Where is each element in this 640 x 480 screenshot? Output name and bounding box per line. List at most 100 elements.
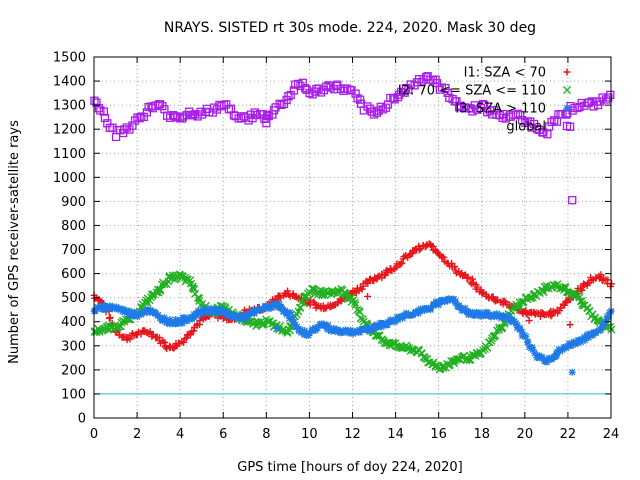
series-global-point [135, 114, 144, 123]
series-global-point [173, 112, 182, 122]
series-global-point [547, 117, 556, 127]
series-i3-point [567, 342, 575, 350]
series-i3-point [160, 314, 168, 322]
series-i2-point [195, 294, 204, 303]
series-i3-point [180, 314, 188, 322]
series-i3-point [158, 317, 166, 325]
series-global-point [490, 106, 499, 115]
series-i3-point [166, 316, 174, 324]
series-i2-point [254, 318, 263, 327]
series-i3-point [599, 321, 607, 329]
x-tick-label: 0 [90, 427, 98, 442]
series-i3-point [597, 326, 605, 334]
series-i3-point [276, 300, 284, 308]
series-i3-point [274, 300, 282, 308]
series-i1-point [463, 274, 471, 282]
series-global-outlier [568, 196, 577, 205]
series-i1-point [597, 271, 605, 279]
series-i3-point [581, 336, 589, 344]
series-i3-point [371, 324, 379, 332]
series-global-point [250, 108, 260, 117]
series-i1-point [396, 260, 404, 268]
y-tick-label: 1500 [53, 51, 86, 66]
series-i3-point [518, 328, 526, 336]
series-i1-outlier [566, 321, 574, 329]
y-tick-label: 1200 [53, 123, 86, 138]
legend-label: I2: 70 <= SZA <= 110 [398, 84, 546, 99]
series-global-point [470, 101, 479, 110]
series-i3-point [103, 305, 111, 313]
series-i3-point [283, 310, 291, 318]
series-i3-point [212, 305, 220, 313]
x-tick-label: 16 [430, 427, 447, 442]
series-i3-point [356, 328, 364, 336]
series-i3-point [459, 306, 467, 314]
series-global-point [92, 98, 101, 107]
legend-marker [563, 86, 571, 94]
series-i2-point [498, 323, 507, 332]
legend-marker [563, 104, 571, 112]
x-tick-label: 6 [219, 427, 227, 442]
series-i2-point [160, 280, 169, 289]
series-i3-point [399, 314, 407, 322]
x-tick-label: 14 [387, 427, 404, 442]
series-i1-point [398, 259, 406, 267]
y-tick-label: 200 [61, 363, 86, 378]
series-global-point [441, 83, 450, 93]
x-tick-label: 10 [301, 427, 318, 442]
series-i3-point [286, 308, 294, 316]
series-global-point [100, 113, 110, 123]
series-i1-point [155, 334, 163, 342]
series-i3-point [133, 312, 141, 320]
series-global-point [604, 93, 613, 102]
series-i3-outlier [568, 368, 576, 376]
series-i3-point [125, 307, 133, 315]
series-global-point [294, 79, 303, 89]
x-tick-label: 24 [603, 427, 620, 442]
series-i1-point [105, 314, 113, 322]
series-global-point [316, 88, 326, 97]
series-i1-point [473, 283, 481, 291]
series-i1-point [464, 273, 472, 281]
y-tick-label: 1000 [53, 171, 86, 186]
series-i1-outlier [364, 292, 372, 300]
series-i3-point [473, 308, 481, 316]
y-axis-label: Number of GPS receiver-satellite rays [7, 120, 22, 364]
series-i3-point [296, 326, 304, 334]
series-global-point [544, 122, 554, 131]
series-i3-point [199, 308, 207, 316]
series-i3-point [133, 311, 141, 319]
series-i3-point [293, 323, 301, 331]
series-i1-point [500, 297, 508, 305]
series-i2-point [466, 355, 475, 364]
series-i3-point [233, 312, 241, 320]
series-global-point [322, 82, 331, 91]
series-global-point [443, 88, 452, 98]
series-i1-point [440, 253, 448, 261]
series-i2-point [260, 319, 269, 328]
series-global-point [351, 89, 360, 98]
series-i2-point [481, 345, 490, 354]
legend-label: global [506, 120, 546, 135]
series-i3-point [100, 306, 108, 314]
series-i2-point [153, 285, 162, 294]
series-i3-point [455, 303, 463, 311]
series-global [90, 72, 615, 205]
x-tick-label: 2 [133, 427, 141, 442]
chart-title: NRAYS. SISTED rt 30s mode. 224, 2020. Ma… [164, 20, 536, 36]
series-global-point [222, 100, 231, 109]
series-i1-point [106, 314, 114, 322]
series-i3-point [178, 319, 186, 327]
series-i3-point [574, 339, 582, 347]
series-i2-point [372, 332, 381, 341]
y-tick-label: 0 [78, 412, 86, 427]
series-i1-point [433, 248, 441, 256]
series-i3-point [140, 309, 148, 317]
series-i1-point [190, 327, 198, 335]
series-global-point [155, 100, 165, 109]
series-i3-point [94, 303, 102, 311]
series-global-point [478, 99, 488, 109]
y-tick-label: 800 [61, 219, 86, 234]
series-global-outlier [262, 119, 271, 128]
x-tick-label: 12 [344, 427, 361, 442]
